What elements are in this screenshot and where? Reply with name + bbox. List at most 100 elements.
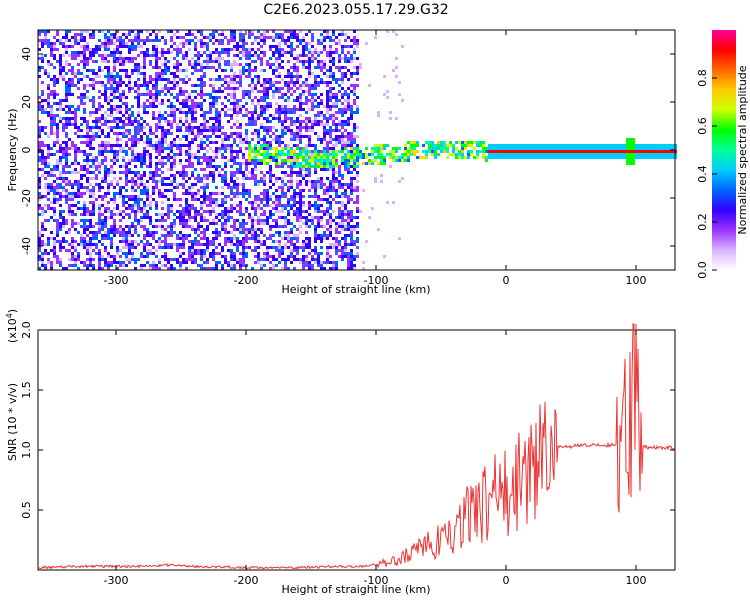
spectrogram-cell: [305, 180, 308, 183]
spectrogram-cell: [143, 147, 146, 150]
spectrogram-cell: [149, 96, 152, 99]
spectrogram-cell: [317, 120, 320, 123]
spectrogram-cell: [137, 198, 140, 201]
spectrogram-cell: [341, 48, 344, 51]
spectrogram-cell: [113, 93, 116, 96]
spectrogram-cell: [326, 213, 329, 216]
spectrogram-cell: [65, 162, 68, 165]
spectrogram-cell: [125, 96, 128, 99]
spectrogram-cell: [128, 168, 131, 171]
spectrogram-cell: [332, 159, 335, 162]
spectrogram-cell: [167, 123, 170, 126]
spectrogram-cell: [269, 36, 272, 39]
spectrogram-cell: [332, 162, 335, 165]
spectrogram-cell: [296, 210, 299, 213]
spectrogram-cell: [236, 135, 239, 138]
spectrogram-cell: [176, 54, 179, 57]
spectrogram-cell: [212, 96, 215, 99]
spectrogram-cell: [296, 132, 299, 135]
spectrogram-cell: [320, 60, 323, 63]
spectrogram-cell: [257, 132, 260, 135]
spectrogram-cell: [206, 150, 209, 153]
spectrogram-cell: [254, 249, 257, 252]
spectrogram-cell: [200, 123, 203, 126]
spectrogram-cell: [377, 111, 380, 114]
spectrogram-cell: [83, 39, 86, 42]
spectrogram-cell: [50, 237, 53, 240]
spectrogram-cell: [308, 84, 311, 87]
spectrogram-cell: [305, 150, 308, 153]
spectrogram-cell: [140, 72, 143, 75]
spectrogram-cell: [62, 75, 65, 78]
spectrogram-cell: [167, 216, 170, 219]
spectrogram-cell: [224, 261, 227, 264]
spectrogram-cell: [317, 177, 320, 180]
spectrogram-cell: [176, 96, 179, 99]
spectrogram-cell: [50, 186, 53, 189]
spectrogram-cell: [272, 117, 275, 120]
spectrogram-cell: [86, 60, 89, 63]
spectrogram-cell: [266, 141, 269, 144]
spectrogram-cell: [95, 60, 98, 63]
spectrogram-cell: [305, 60, 308, 63]
spectrogram-cell: [68, 84, 71, 87]
spectrogram-cell: [284, 111, 287, 114]
spectrogram-cell: [122, 231, 125, 234]
spectrogram-cell: [245, 54, 248, 57]
spectrogram-cell: [230, 150, 233, 153]
spectrogram-cell: [317, 150, 320, 153]
spectrogram-cell: [248, 177, 251, 180]
spectrogram-cell: [230, 102, 233, 105]
spectrogram-cell: [83, 45, 86, 48]
spectrogram-cell: [161, 240, 164, 243]
spectrogram-cell: [398, 147, 401, 150]
spectrogram-cell: [224, 213, 227, 216]
spectrogram-cell: [218, 126, 221, 129]
spectrogram-cell: [170, 93, 173, 96]
spectrogram-cell: [260, 96, 263, 99]
spectrogram-cell: [356, 195, 359, 198]
spectrogram-cell: [53, 123, 56, 126]
spectrogram-cell: [131, 240, 134, 243]
spectrogram-cell: [224, 228, 227, 231]
spectrogram-cell: [302, 90, 305, 93]
spectrogram-cell: [128, 81, 131, 84]
spectrogram-cell: [512, 153, 515, 156]
spectrogram-cell: [125, 171, 128, 174]
spectrogram-cell: [242, 258, 245, 261]
spectrogram-cell: [350, 240, 353, 243]
spectrogram-cell: [149, 144, 152, 147]
spectrogram-cell: [233, 195, 236, 198]
spectrogram-cell: [341, 195, 344, 198]
spectrogram-cell: [341, 111, 344, 114]
spectrogram-cell: [140, 123, 143, 126]
spectrogram-cell: [332, 153, 335, 156]
spectrogram-cell: [131, 186, 134, 189]
spectrogram-cell: [59, 249, 62, 252]
spectrogram-cell: [227, 147, 230, 150]
spectrogram-cell: [194, 138, 197, 141]
spectrogram-cell: [311, 84, 314, 87]
spectrogram-cell: [107, 42, 110, 45]
spectrogram-cell: [398, 156, 401, 159]
spectrogram-cell: [125, 246, 128, 249]
spectrogram-cell: [272, 183, 275, 186]
spectrogram-cell: [248, 141, 251, 144]
spectrogram-cell: [395, 117, 398, 120]
spectrogram-cell: [185, 69, 188, 72]
spectrogram-cell: [314, 153, 317, 156]
spectrogram-cell: [128, 240, 131, 243]
spectrogram-cell: [305, 216, 308, 219]
spectrogram-cell: [134, 246, 137, 249]
spectrogram-cell: [38, 192, 41, 195]
spectrogram-cell: [134, 216, 137, 219]
spectrogram-cell: [125, 201, 128, 204]
spectrogram-cell: [338, 60, 341, 63]
spectrogram-cell: [203, 231, 206, 234]
spectrogram-cell: [275, 48, 278, 51]
spectrogram-cell: [371, 162, 374, 165]
spectrogram-cell: [200, 204, 203, 207]
spectrogram-cell: [254, 183, 257, 186]
spectrogram-cell: [89, 255, 92, 258]
spectrogram-cell: [143, 162, 146, 165]
